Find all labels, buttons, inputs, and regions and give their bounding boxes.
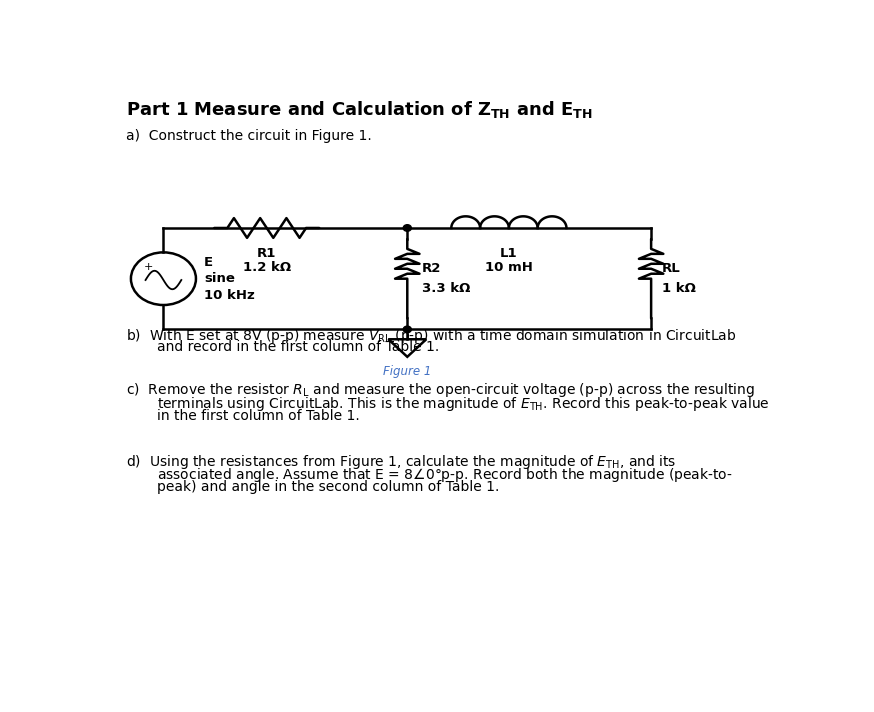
Text: 10 kHz: 10 kHz [205,288,255,302]
Text: b)  With E set at 8V (p-p) measure $V_{\mathrm{RL}}$ (p-p) with a time domain si: b) With E set at 8V (p-p) measure $V_{\m… [126,327,737,345]
Circle shape [403,326,412,333]
Text: E: E [205,256,213,268]
Text: R2: R2 [422,262,441,276]
Text: Part 1 Measure and Calculation of $\mathbf{Z}_{\mathbf{TH}}$ and $\mathbf{E}_{\m: Part 1 Measure and Calculation of $\math… [126,99,593,120]
Text: a)  Construct the circuit in Figure 1.: a) Construct the circuit in Figure 1. [126,130,372,143]
Text: R1: R1 [257,247,276,260]
Text: 1 kΩ: 1 kΩ [662,282,696,295]
Text: terminals using CircuitLab. This is the magnitude of $E_{\mathrm{TH}}$. Record t: terminals using CircuitLab. This is the … [157,395,770,413]
Text: associated angle. Assume that E = 8$\angle$0°p-p. Record both the magnitude (pea: associated angle. Assume that E = 8$\ang… [157,466,733,484]
Text: RL: RL [662,262,681,276]
Text: +: + [144,262,154,272]
Text: 1.2 kΩ: 1.2 kΩ [243,261,291,274]
Text: d)  Using the resistances from Figure 1, calculate the magnitude of $E_{\mathrm{: d) Using the resistances from Figure 1, … [126,453,676,471]
Text: sine: sine [205,272,235,286]
Text: c)  Remove the resistor $R_{\mathrm{L}}$ and measure the open-circuit voltage (p: c) Remove the resistor $R_{\mathrm{L}}$ … [126,382,755,399]
Text: in the first column of Table 1.: in the first column of Table 1. [157,409,360,423]
Text: L1: L1 [500,247,517,260]
Text: peak) and angle in the second column of Table 1.: peak) and angle in the second column of … [157,480,500,494]
Text: and record in the first column of Table 1.: and record in the first column of Table … [157,340,440,355]
Text: 3.3 kΩ: 3.3 kΩ [422,282,470,295]
Text: Figure 1: Figure 1 [383,365,432,378]
Text: 10 mH: 10 mH [485,261,533,274]
Circle shape [403,225,412,231]
